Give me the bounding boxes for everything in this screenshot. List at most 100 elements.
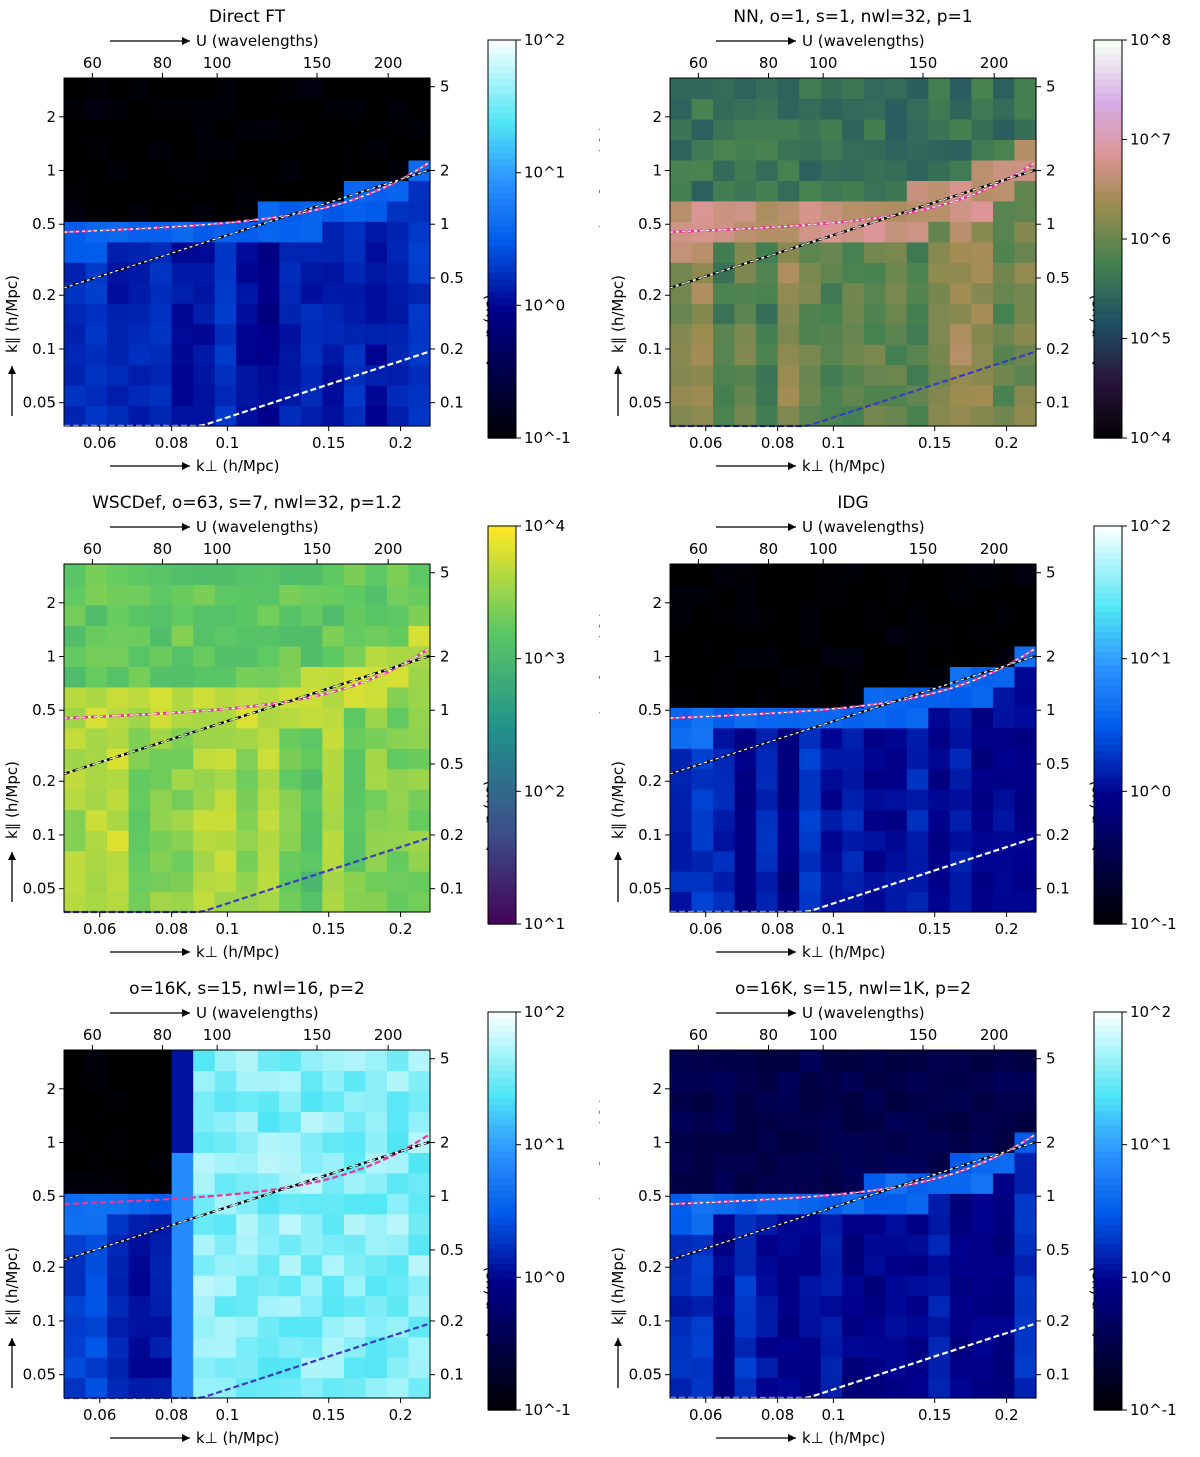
heatmap-cell xyxy=(64,118,87,141)
heatmap-cell xyxy=(279,262,302,284)
heatmap-cell xyxy=(928,78,951,100)
heatmap-cell xyxy=(300,1193,323,1215)
heatmap-cell xyxy=(885,1152,908,1174)
heatmap-cell xyxy=(906,303,929,325)
heatmap-cell xyxy=(734,241,757,263)
heatmap-cell xyxy=(820,1275,843,1297)
heatmap-cell xyxy=(85,78,108,100)
colorbar-segment xyxy=(1094,837,1122,846)
heatmap-cell xyxy=(107,1336,130,1358)
colorbar-segment xyxy=(1094,384,1122,393)
colorbar-segment xyxy=(488,1118,516,1126)
heatmap-cell xyxy=(756,1213,779,1235)
eta-tick-label: 5 xyxy=(1046,564,1056,582)
heatmap-cell xyxy=(64,666,87,688)
heatmap-cell xyxy=(408,282,431,304)
colorbar-tick-label: 10^4 xyxy=(1130,429,1171,447)
heatmap-cell xyxy=(670,727,693,749)
colorbar-segment xyxy=(488,579,516,587)
heatmap-cell xyxy=(279,78,302,100)
heatmap-cell xyxy=(992,1131,1016,1153)
heatmap-cell xyxy=(64,303,87,325)
heatmap-cell xyxy=(777,891,800,913)
u-tick-label: 200 xyxy=(980,1026,1009,1044)
horizon-line xyxy=(669,168,1037,290)
heatmap-cell xyxy=(128,1152,151,1174)
heatmap-cell xyxy=(670,1336,693,1358)
heatmap-cell xyxy=(408,1316,431,1338)
colorbar-segment xyxy=(1094,1204,1122,1212)
x-tick-label: 0.15 xyxy=(918,434,951,452)
heatmap-cell xyxy=(842,666,865,688)
heatmap-cell xyxy=(713,1357,736,1379)
heatmap-cell xyxy=(107,1070,130,1092)
heatmap-cell xyxy=(128,584,151,606)
heatmap-cell xyxy=(885,1357,908,1379)
heatmap-cell xyxy=(734,262,757,284)
heatmap-cell xyxy=(971,241,994,263)
heatmap-cell xyxy=(713,139,736,161)
heatmap-cell xyxy=(365,564,388,586)
colorbar-segment xyxy=(488,1184,516,1192)
heatmap-cell xyxy=(777,1050,800,1072)
heatmap-cell xyxy=(171,686,194,708)
heatmap-cell xyxy=(214,118,237,141)
heatmap-cell xyxy=(691,809,714,831)
heatmap-cell xyxy=(842,809,865,831)
heatmap-cell xyxy=(107,118,130,141)
heatmap-cell xyxy=(300,282,323,304)
heatmap-cell xyxy=(300,748,323,770)
colorbar-segment xyxy=(1094,1118,1122,1126)
heatmap-cell xyxy=(885,405,908,427)
heatmap-cell xyxy=(408,241,431,263)
colorbar-segment xyxy=(1094,305,1122,313)
heatmap-cell xyxy=(691,1090,714,1113)
heatmap-cell xyxy=(734,385,757,407)
colorbar-segment xyxy=(1094,725,1122,733)
heatmap-cell xyxy=(193,78,216,100)
heatmap-cell xyxy=(322,1193,345,1215)
heatmap-cell xyxy=(928,830,951,852)
heatmap-cell xyxy=(906,344,929,366)
heatmap-cell xyxy=(863,1131,886,1153)
heatmap-cell xyxy=(971,1090,994,1113)
heatmap-cell xyxy=(171,1316,194,1338)
heatmap-cell xyxy=(863,871,886,893)
heatmap-cell xyxy=(928,564,951,586)
heatmap-cell xyxy=(756,604,779,627)
heatmap-cell xyxy=(971,323,994,345)
colorbar-segment xyxy=(1094,1078,1122,1086)
heatmap-cell xyxy=(949,1234,973,1256)
heatmap-cell xyxy=(670,891,693,913)
colorbar-segment xyxy=(488,1330,516,1338)
colorbar-segment xyxy=(488,824,516,832)
heatmap-cell xyxy=(128,1295,151,1317)
line-stroke xyxy=(64,1322,431,1400)
heatmap-cell xyxy=(236,1050,259,1072)
heatmap-cell xyxy=(777,645,800,667)
colorbar-segment xyxy=(1094,278,1122,287)
heatmap-cell xyxy=(150,364,173,386)
heatmap-cell xyxy=(885,1336,908,1358)
heatmap-cell xyxy=(386,1131,410,1153)
heatmap-cell xyxy=(777,323,800,345)
heatmap-cell xyxy=(670,98,693,120)
heatmap-cell xyxy=(365,830,388,852)
heatmap-cell xyxy=(300,584,323,606)
colorbar-segment xyxy=(1094,99,1122,108)
colorbar-segment xyxy=(1094,625,1122,633)
heatmap-cell xyxy=(971,405,994,427)
heatmap-cell xyxy=(322,809,345,831)
heatmap-cell xyxy=(842,78,865,100)
heatmap-cell xyxy=(777,1152,800,1174)
heatmap-cell xyxy=(322,1152,345,1174)
u-tick-label: 150 xyxy=(909,54,938,72)
colorbar-segment xyxy=(488,1303,516,1312)
heatmap-cell xyxy=(992,282,1016,304)
heatmap-cell xyxy=(107,1172,130,1194)
heatmap-cell xyxy=(799,405,822,427)
heatmap-cell xyxy=(992,78,1016,100)
line-stroke-overlay xyxy=(669,169,1037,289)
heatmap-cell xyxy=(193,241,216,263)
